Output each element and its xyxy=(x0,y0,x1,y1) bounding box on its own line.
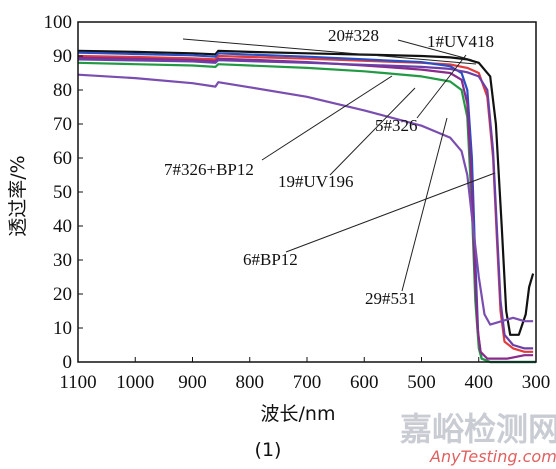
leader-7-326-bp12 xyxy=(261,75,393,161)
leader-6-bp12 xyxy=(285,172,496,253)
leader-20-328 xyxy=(182,38,477,65)
series-line-20-328 xyxy=(77,49,535,336)
x-tick-label: 300 xyxy=(522,372,551,393)
x-axis-ticks: 1100 1000 900 800 700 600 500 400 300 xyxy=(59,357,550,393)
leader-5-326 xyxy=(416,54,467,119)
y-tick-label: 40 xyxy=(53,216,72,237)
annotations: 20#328 1#UV418 5#326 7#326+BP12 19#UV196… xyxy=(164,26,494,308)
series-line-29-531 xyxy=(77,73,534,326)
x-tick-label: 1000 xyxy=(116,372,154,393)
annotation-20-328: 20#328 xyxy=(328,26,379,45)
y-tick-label: 50 xyxy=(53,182,72,203)
y-tick-label: 20 xyxy=(53,284,72,305)
y-tick-label: 30 xyxy=(53,250,72,271)
y-tick-label: 70 xyxy=(53,114,72,135)
y-tick-label: 0 xyxy=(63,352,73,373)
watermark-main: 嘉峪检测网 xyxy=(400,410,556,448)
figure-caption: (1) xyxy=(255,439,282,461)
x-tick-label: 800 xyxy=(236,372,265,393)
series-line-1-uv418 xyxy=(77,54,534,353)
annotation-leaders xyxy=(182,38,496,292)
y-axis-ticks: 0 10 20 30 40 50 60 70 80 90 100 xyxy=(44,12,83,373)
series-line-6-bp12 xyxy=(77,58,534,350)
leader-19-uv196 xyxy=(329,87,416,176)
annotation-5-326: 5#326 xyxy=(375,116,418,135)
x-tick-label: 1100 xyxy=(59,372,96,393)
x-tick-label: 700 xyxy=(293,372,322,393)
y-tick-label: 100 xyxy=(44,12,73,33)
y-tick-label: 80 xyxy=(53,80,72,101)
y-tick-label: 90 xyxy=(53,46,72,67)
x-axis-label: 波长/nm xyxy=(261,403,336,425)
y-axis-label: 透过率/% xyxy=(7,155,29,236)
leader-29-531 xyxy=(401,117,448,292)
x-tick-label: 900 xyxy=(178,372,207,393)
x-tick-label: 400 xyxy=(465,372,494,393)
annotation-19-uv196: 19#UV196 xyxy=(278,172,354,191)
watermark: 嘉峪检测网 AnyTesting.com xyxy=(400,410,556,466)
watermark-sub: AnyTesting.com xyxy=(429,447,556,466)
x-tick-label: 500 xyxy=(407,372,436,393)
annotation-7-326-bp12: 7#326+BP12 xyxy=(164,160,254,179)
y-tick-label: 60 xyxy=(53,148,72,169)
annotation-1-uv418: 1#UV418 xyxy=(427,32,494,51)
series-lines xyxy=(77,49,536,364)
leader-1-uv418 xyxy=(397,39,473,61)
y-tick-label: 10 xyxy=(53,318,72,339)
annotation-6-bp12: 6#BP12 xyxy=(243,250,298,269)
x-tick-label: 600 xyxy=(350,372,379,393)
annotation-29-531: 29#531 xyxy=(365,289,416,308)
